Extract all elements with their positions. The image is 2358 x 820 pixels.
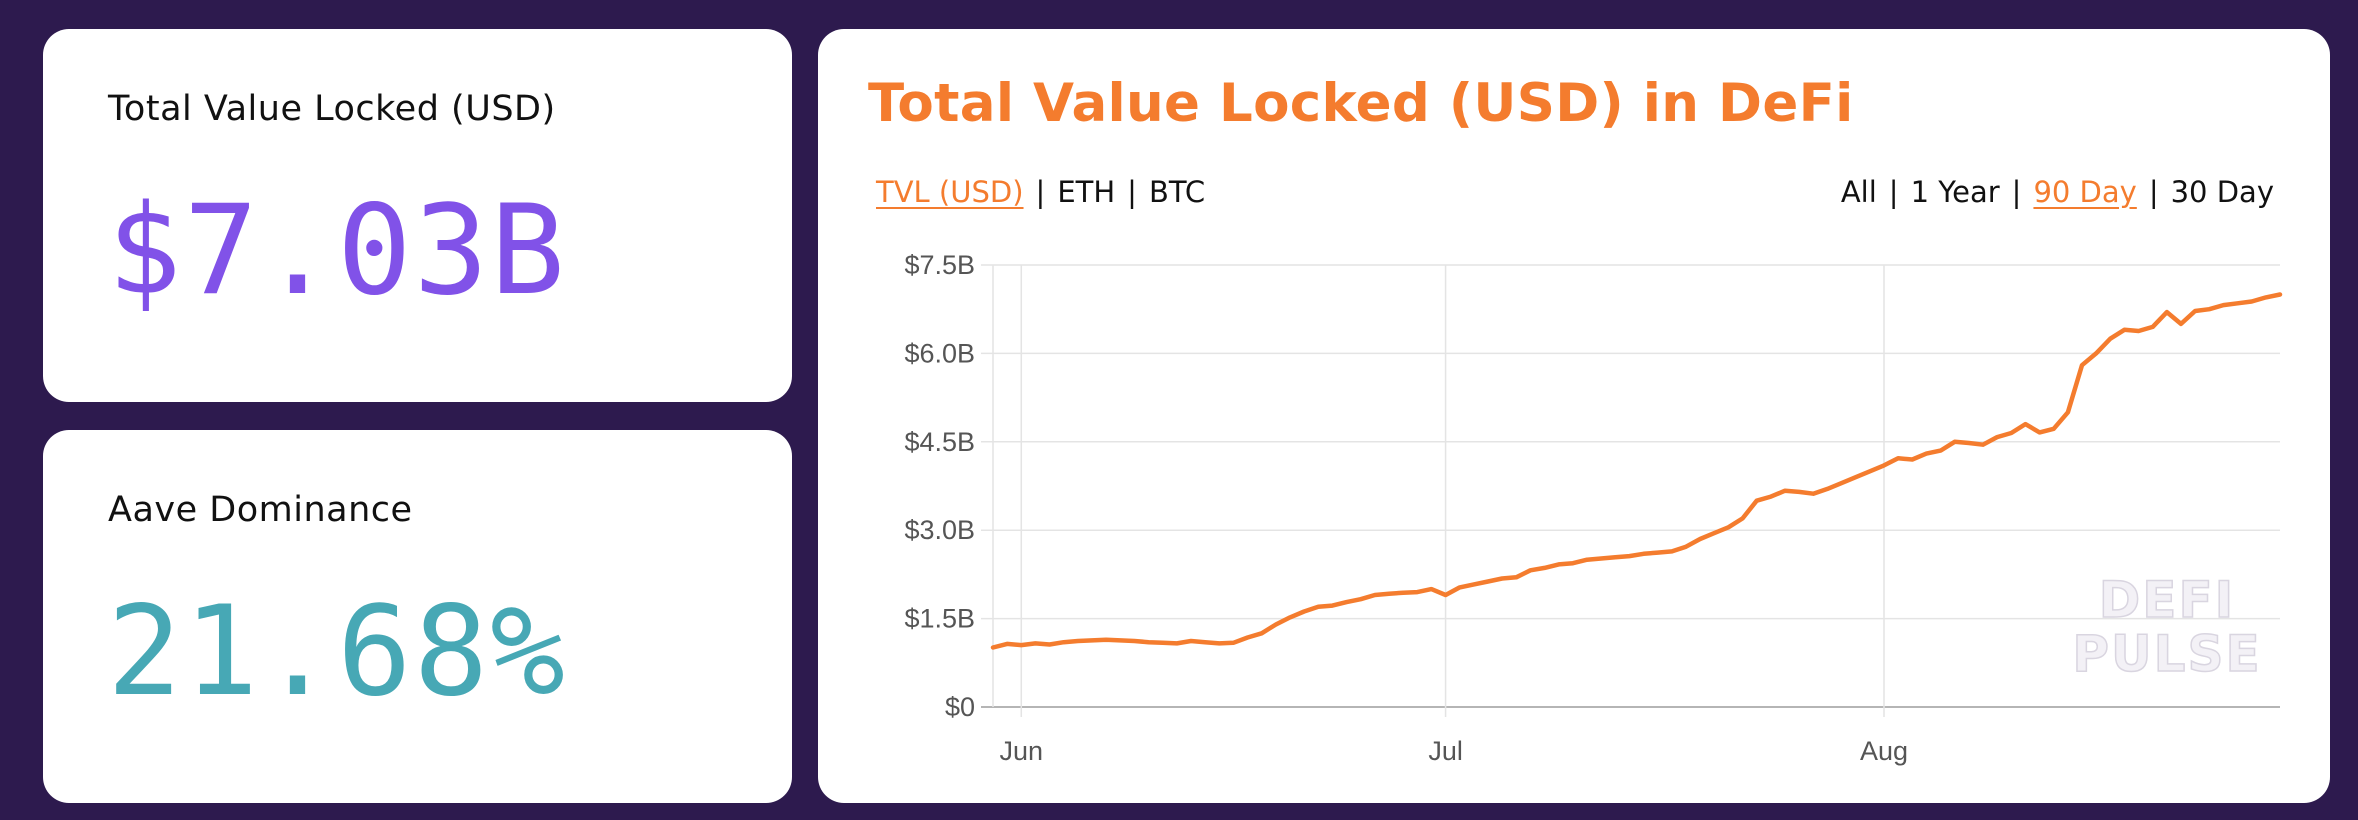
tvl-series-line (990, 292, 2283, 650)
chart-grid (981, 264, 2280, 717)
chart-axes: $0 $1.5B $3.0B $4.5B $6.0B $7.5B Jun Jul Aug (904, 250, 1908, 766)
y-tick-label: $7.5B (904, 250, 975, 280)
y-tick-label: $1.5B (904, 604, 975, 634)
metric-option-eth[interactable]: ETH (1057, 175, 1116, 209)
dominance-label: Aave Dominance (108, 490, 413, 530)
tvl-label: Total Value Locked (USD) (108, 89, 556, 129)
separator: | (1127, 175, 1137, 209)
watermark-line-1: DEFI (2099, 571, 2235, 629)
x-tick-label: Aug (1860, 736, 1908, 766)
range-option-all[interactable]: All (1840, 175, 1877, 209)
chart-series (990, 292, 2283, 650)
y-tick-label: $0 (945, 692, 975, 722)
metric-toggle-group: TVL (USD) | ETH | BTC (876, 175, 1205, 209)
range-option-30-day[interactable]: 30 Day (2170, 175, 2274, 209)
dominance-card: Aave Dominance 21.68% (43, 430, 792, 803)
watermark-line-2: PULSE (2072, 625, 2261, 683)
y-tick-label: $4.5B (904, 427, 975, 457)
separator: | (1035, 175, 1046, 209)
chart-title: Total Value Locked (USD) in DeFi (868, 73, 1854, 134)
separator: | (2148, 175, 2159, 209)
range-option-90-day[interactable]: 90 Day (2033, 175, 2137, 209)
range-toggle-group: All | 1 Year | 90 Day | 30 Day (1841, 175, 2274, 209)
y-tick-label: $3.0B (904, 515, 975, 545)
y-tick-label: $6.0B (904, 338, 975, 368)
metric-option-tvl-usd[interactable]: TVL (USD) (876, 175, 1024, 209)
separator: | (2011, 175, 2022, 209)
separator: | (1888, 175, 1899, 209)
tvl-value: $7.03B (107, 179, 567, 323)
dominance-value: 21.68% (107, 580, 567, 724)
range-option-1-year[interactable]: 1 Year (1910, 175, 2000, 209)
x-tick-label: Jul (1428, 736, 1463, 766)
metric-option-btc[interactable]: BTC (1148, 175, 1206, 209)
chart-card: Total Value Locked (USD) in DeFi TVL (US… (818, 29, 2330, 803)
tvl-line-chart: DEFI PULSE $0 $1.5B $3.0B $4.5B $6.0B $7.5B Ju… (904, 250, 2283, 766)
tvl-card: Total Value Locked (USD) $7.03B (43, 29, 792, 402)
defi-pulse-watermark: DEFI PULSE (2072, 570, 2261, 684)
x-tick-label: Jun (1000, 736, 1044, 766)
